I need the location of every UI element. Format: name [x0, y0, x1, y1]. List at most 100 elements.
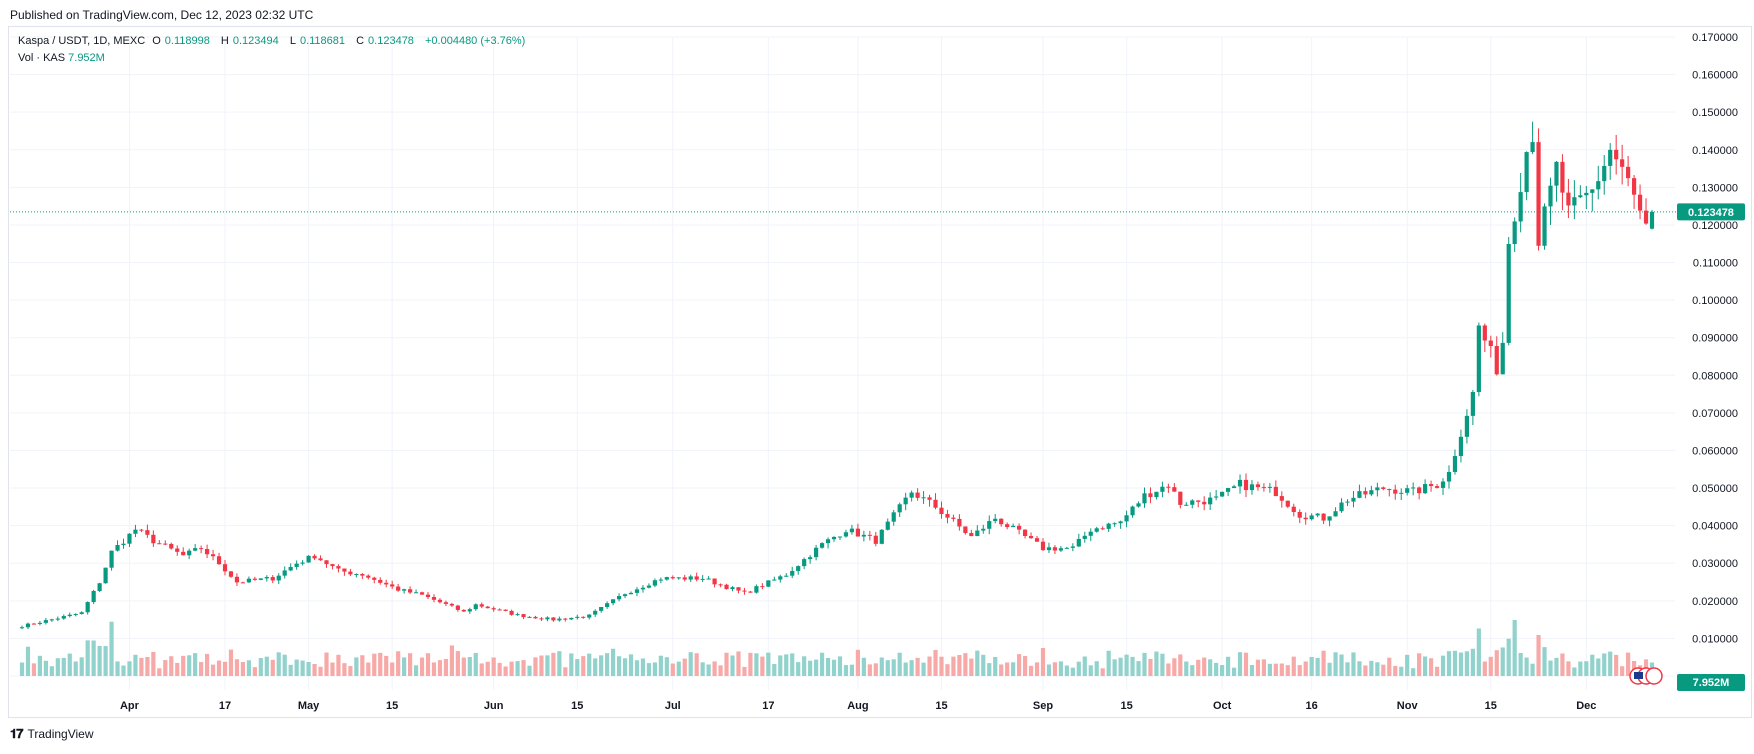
volume-bar	[366, 662, 371, 676]
candle-body	[1142, 493, 1147, 504]
volume-bar	[1279, 663, 1284, 676]
candle-body	[509, 610, 514, 615]
candle-body	[1333, 511, 1338, 517]
volume-bar	[563, 667, 568, 676]
volume-bar	[407, 653, 413, 676]
candle-body	[915, 492, 920, 498]
price-tick-label: 0.160000	[1692, 70, 1738, 82]
volume-bar	[712, 661, 717, 676]
candle-body	[1524, 152, 1529, 193]
candle-body	[1530, 142, 1535, 153]
volume-bar	[1285, 665, 1290, 676]
candle-body	[611, 599, 616, 604]
candle-body	[855, 528, 860, 537]
volume-bar	[1082, 656, 1087, 676]
time-tick-label: 16	[1306, 700, 1318, 712]
candle-body	[1351, 497, 1356, 502]
volume-bar	[312, 663, 317, 676]
candle-body	[1190, 500, 1195, 505]
volume-bar	[19, 662, 25, 676]
candle-body	[1058, 548, 1063, 551]
candle-body	[527, 616, 532, 618]
candle-body	[270, 577, 275, 581]
volume-bar	[133, 654, 138, 676]
volume-bar	[1464, 651, 1470, 676]
candle-body	[461, 609, 466, 612]
volume-bar	[796, 662, 801, 676]
price-tick-label: 0.150000	[1692, 107, 1738, 119]
candle-body	[784, 575, 789, 577]
volume-bar	[378, 652, 383, 676]
volume-bar	[593, 658, 598, 676]
volume-bar	[1548, 660, 1553, 676]
candle-body	[294, 563, 299, 567]
candle-body	[276, 575, 281, 581]
volume-bar	[634, 660, 640, 676]
tradingview-brand[interactable]: 𝟏𝟕 TradingView	[10, 726, 94, 742]
event-flags-icon[interactable]	[1629, 667, 1663, 685]
candle-body	[1124, 515, 1129, 522]
candle-body	[1500, 342, 1505, 375]
volume-bar	[993, 656, 998, 676]
volume-bar	[181, 655, 186, 676]
candle-body	[1321, 513, 1326, 521]
candle-body	[97, 583, 102, 591]
candle-body	[91, 590, 96, 603]
time-tick-label: Jun	[484, 700, 504, 712]
candle-body	[1088, 531, 1093, 536]
candle-body	[37, 622, 43, 624]
volume-bar	[903, 662, 908, 676]
volume-bar	[778, 655, 783, 676]
volume-bar	[360, 655, 365, 676]
candle-body	[1428, 484, 1434, 487]
volume-bar	[867, 664, 872, 676]
candle-body	[1076, 538, 1081, 547]
candle-body	[407, 589, 413, 593]
volume-bar	[1620, 666, 1625, 676]
volume-bar	[855, 649, 860, 676]
volume-bar	[61, 657, 66, 676]
candle-body	[103, 567, 108, 584]
candle-body	[1040, 541, 1046, 551]
candle-body	[718, 584, 723, 586]
volume-bar	[766, 652, 771, 676]
published-caption: Published on TradingView.com, Dec 12, 20…	[10, 8, 314, 22]
volume-bar	[814, 659, 819, 676]
volume-bar	[1130, 656, 1135, 676]
volume-bar	[139, 657, 144, 676]
volume-bar	[784, 654, 789, 676]
candle-body	[885, 521, 890, 530]
volume-bar	[718, 665, 723, 676]
candle-body	[969, 532, 974, 537]
volume-bar	[1542, 647, 1547, 676]
volume-bar	[622, 658, 628, 676]
candle-body	[336, 566, 341, 569]
volume-bar	[324, 652, 329, 676]
candle-body	[1596, 181, 1601, 190]
volume-bar	[1017, 654, 1022, 676]
candle-body	[1554, 161, 1559, 186]
volume-bar	[264, 656, 269, 676]
candle-body	[1405, 488, 1410, 493]
candle-body	[724, 584, 729, 590]
candle-body	[772, 579, 777, 581]
volume-bar	[210, 664, 216, 676]
candle-body	[706, 578, 711, 580]
candle-body	[204, 549, 210, 555]
volume-bar	[67, 653, 72, 676]
candle-body	[181, 551, 186, 556]
candle-body	[1417, 487, 1422, 494]
volume-bar	[587, 653, 592, 676]
candle-body	[1572, 197, 1577, 206]
candle-body	[1070, 546, 1075, 548]
candle-body	[1566, 192, 1571, 206]
volume-bar	[1434, 666, 1440, 676]
candle-body	[1130, 506, 1135, 516]
candle-body	[1614, 149, 1619, 160]
chart-pane[interactable]	[8, 26, 1752, 718]
volume-bar	[933, 649, 938, 676]
candle-body	[1637, 194, 1643, 211]
volume-bar	[742, 666, 747, 676]
volume-bar	[1124, 654, 1129, 676]
